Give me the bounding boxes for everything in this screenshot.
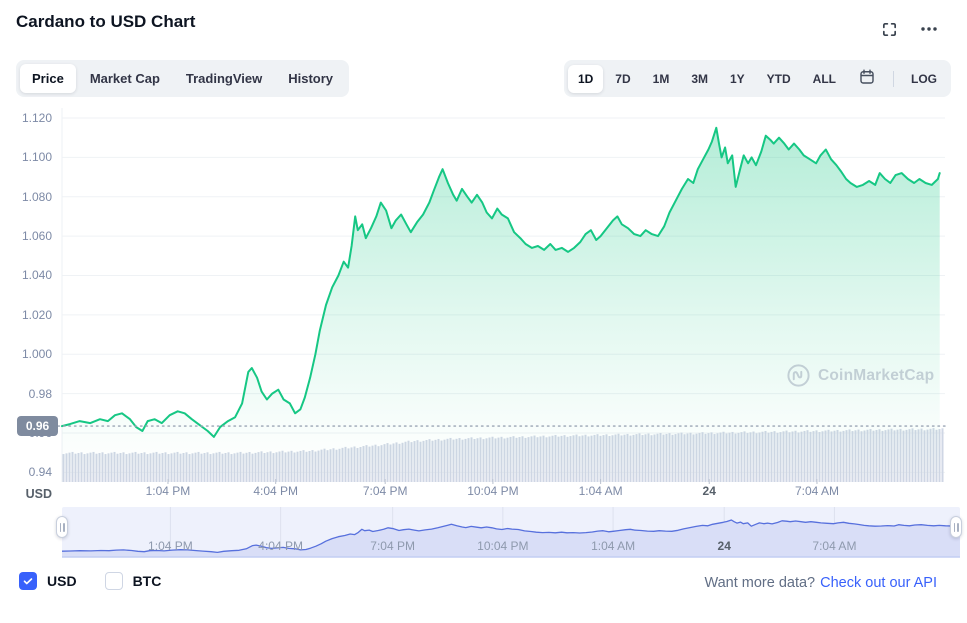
currency-toggle-usd: USD — [19, 572, 77, 590]
main-chart[interactable] — [0, 100, 967, 500]
y-tick-label: 1.100 — [21, 150, 52, 165]
navigator-tick-label: 1:04 PM — [148, 539, 193, 553]
y-tick-label: 1.000 — [21, 347, 52, 362]
view-tab-market-cap[interactable]: Market Cap — [78, 64, 172, 93]
header-actions — [877, 17, 941, 41]
api-cta-prompt: Want more data? — [704, 575, 816, 591]
y-tick-label: 1.080 — [21, 189, 52, 204]
currency-label: USD — [47, 573, 77, 589]
usd-checkbox[interactable] — [19, 572, 37, 590]
coinmarketcap-watermark: CoinMarketCap — [786, 363, 934, 388]
range-tab-7d[interactable]: 7D — [605, 65, 640, 93]
calendar-icon[interactable] — [848, 61, 886, 96]
x-tick-label: 1:04 AM — [578, 484, 623, 498]
navigator-tick-label: 1:04 AM — [591, 539, 636, 553]
navigator-tick-label: 10:04 PM — [477, 539, 529, 553]
range-tab-ytd[interactable]: YTD — [757, 65, 801, 93]
navigator-right-handle[interactable] — [950, 516, 962, 538]
y-tick-label: 1.020 — [21, 307, 52, 322]
range-navigator[interactable] — [0, 505, 967, 562]
navigator-tick-label: 24 — [717, 539, 731, 553]
navigator-tick-label: 4:04 PM — [258, 539, 303, 553]
y-tick-label: 0.98 — [28, 386, 52, 401]
navigator-left-handle[interactable] — [56, 516, 68, 538]
range-tab-3m[interactable]: 3M — [681, 65, 718, 93]
x-tick-label: 1:04 PM — [145, 484, 191, 498]
range-tab-1y[interactable]: 1Y — [720, 65, 755, 93]
y-tick-label: 1.060 — [21, 229, 52, 244]
navigator-tick-label: 7:04 PM — [370, 539, 415, 553]
api-link[interactable]: Check out our API — [820, 575, 937, 591]
x-tick-label: 7:04 AM — [794, 484, 839, 498]
currency-toggle-row: USD BTC — [19, 572, 161, 590]
x-tick-label: 10:04 PM — [467, 484, 519, 498]
y-tick-label: 1.120 — [21, 111, 52, 125]
x-tick-label: 24 — [702, 484, 716, 498]
navigator-tick-label: 7:04 AM — [812, 539, 857, 553]
currency-toggle-btc: BTC — [104, 572, 162, 590]
x-tick-label: 4:04 PM — [253, 484, 299, 498]
y-tick-label: 1.040 — [21, 268, 52, 283]
page-title: Cardano to USD Chart — [16, 12, 196, 31]
toolbar-divider — [893, 70, 894, 87]
current-price-badge: 0.96 — [17, 416, 58, 437]
api-cta: Want more data? Check out our API — [704, 575, 937, 591]
view-tab-price[interactable]: Price — [20, 64, 76, 93]
range-tab-1d[interactable]: 1D — [567, 64, 604, 93]
range-tab-group: 1D 7D 1M 3M 1Y YTD ALL LOG — [563, 60, 951, 97]
y-tick-label: 0.94 — [28, 465, 52, 480]
view-tab-tradingview[interactable]: TradingView — [174, 64, 274, 93]
more-options-icon[interactable] — [917, 17, 941, 41]
y-axis-unit: USD — [25, 487, 52, 501]
coinmarketcap-logo-icon — [787, 364, 810, 387]
log-scale-button[interactable]: LOG — [901, 65, 947, 93]
btc-checkbox[interactable] — [104, 572, 123, 590]
watermark-text: CoinMarketCap — [818, 366, 935, 384]
range-tab-1m[interactable]: 1M — [643, 65, 680, 93]
view-tab-history[interactable]: History — [276, 64, 345, 93]
currency-label: BTC — [132, 573, 162, 589]
x-tick-label: 7:04 PM — [362, 484, 408, 498]
range-tab-all[interactable]: ALL — [803, 65, 846, 93]
fullscreen-icon[interactable] — [877, 17, 901, 41]
view-tab-group: Price Market Cap TradingView History — [16, 60, 350, 97]
